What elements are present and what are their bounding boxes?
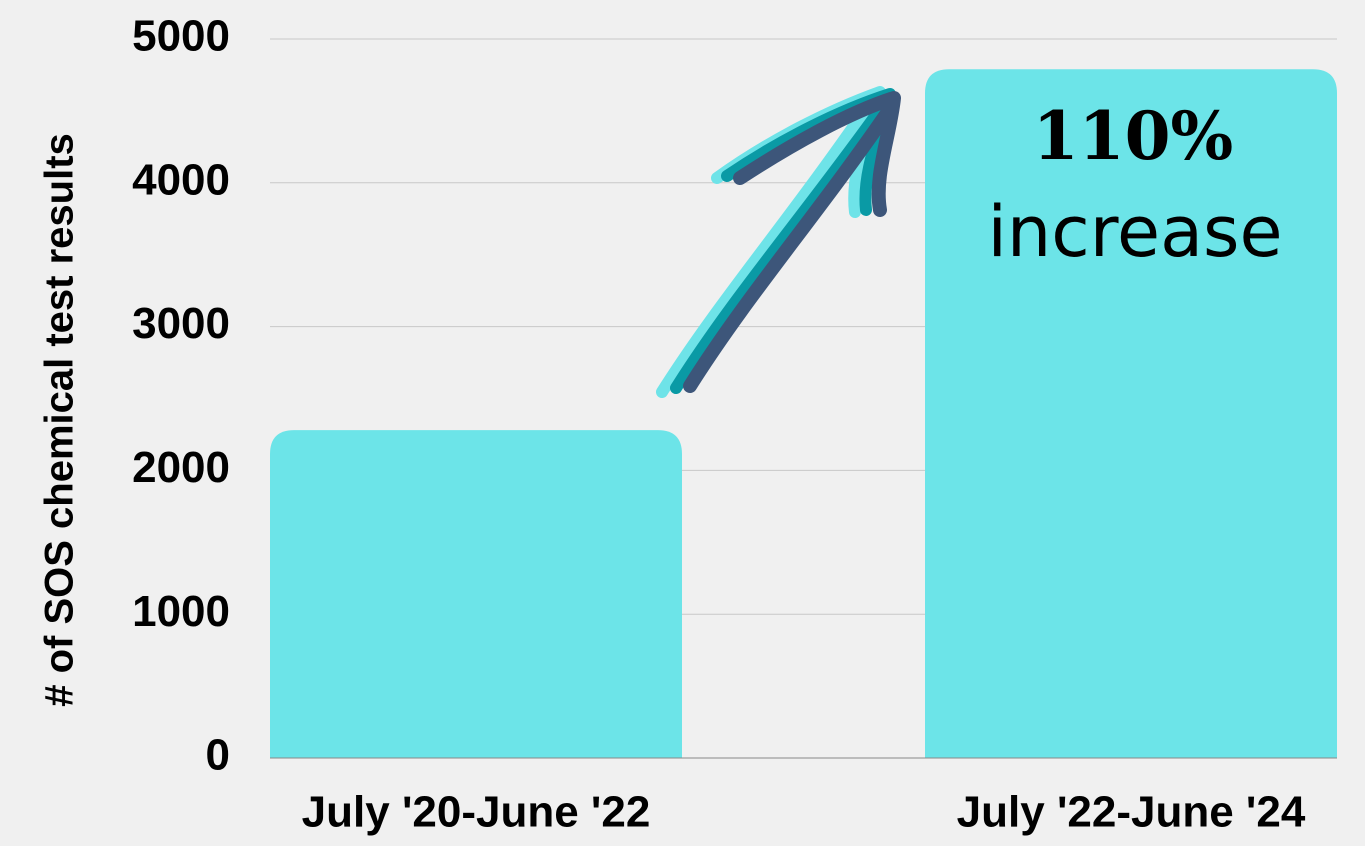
arrow: [662, 92, 894, 392]
y-tick-label: 5000: [132, 12, 230, 61]
y-tick-label: 3000: [132, 299, 230, 348]
annotation-value: 110%: [1033, 97, 1233, 175]
y-tick-label: 2000: [132, 443, 230, 492]
chart: # of SOS chemical test results 110% incr…: [0, 0, 1365, 846]
x-tick-label: July '20-June '22: [302, 788, 651, 837]
x-tick-label: July '22-June '24: [957, 788, 1306, 837]
y-tick-label: 0: [206, 731, 230, 780]
annotation-text: increase: [987, 191, 1282, 273]
bar: [270, 430, 682, 758]
y-tick-label: 1000: [132, 587, 230, 636]
y-tick-label: 4000: [132, 155, 230, 204]
y-axis-label: # of SOS chemical test results: [38, 133, 82, 707]
